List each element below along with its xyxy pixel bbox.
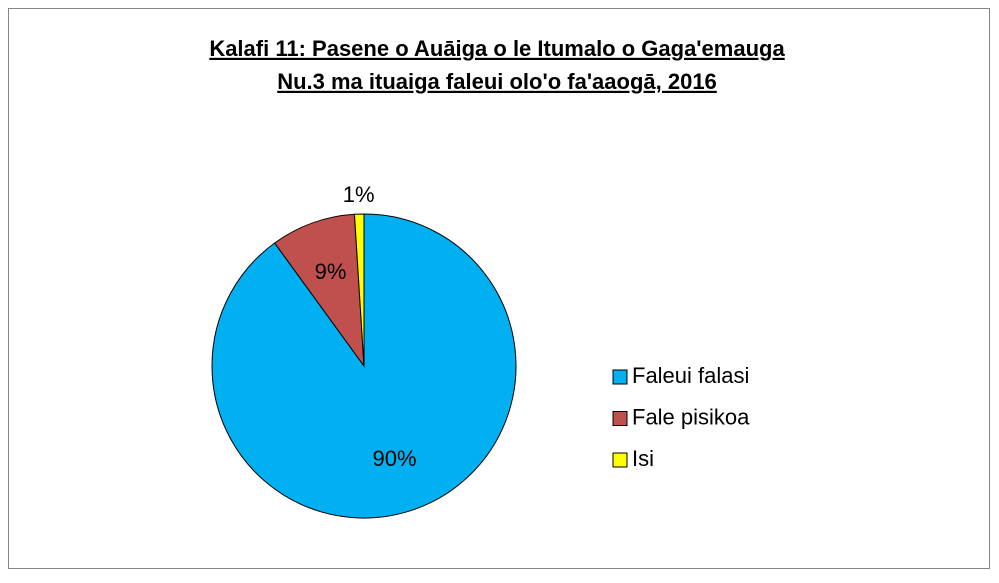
legend-label: Fale pisikoa xyxy=(632,404,750,429)
chart-title: Kalafi 11: Pasene o Auāiga o le Itumalo … xyxy=(209,36,785,61)
legend-label: Isi xyxy=(632,446,654,471)
chart-frame xyxy=(8,8,990,569)
legend-swatch xyxy=(612,411,628,426)
legend-label: Faleui falasi xyxy=(632,363,749,388)
chart-title: Nu.3 ma ituaiga faleui olo'o fa'aaogā, 2… xyxy=(277,69,717,94)
pie-slice xyxy=(273,213,365,368)
pie-slice xyxy=(353,213,365,367)
data-label: 9% xyxy=(315,259,347,284)
legend-swatch xyxy=(612,452,628,468)
legend-swatch xyxy=(612,369,628,385)
data-label: 90% xyxy=(373,446,417,471)
data-label: 1% xyxy=(343,182,375,207)
